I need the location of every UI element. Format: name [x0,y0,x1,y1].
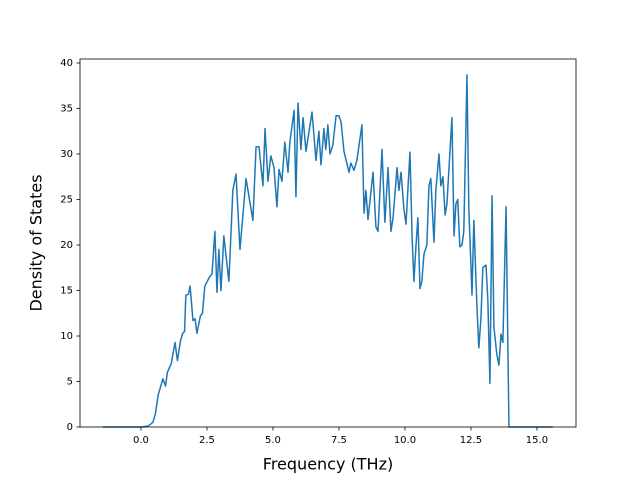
x-axis-label: Frequency (THz) [263,455,393,474]
x-tick-label: 7.5 [331,435,347,446]
y-tick-label: 0 [67,422,73,433]
y-tick-label: 30 [60,149,73,160]
y-tick-label: 25 [60,195,73,206]
y-tick-label: 10 [60,331,73,342]
line [102,74,553,428]
plot-frame [79,58,577,428]
x-tick-label: 2.5 [199,435,215,446]
x-tick-label: 5.0 [265,435,281,446]
y-tick-label: 20 [60,240,73,251]
x-tick-label: 12.5 [460,435,482,446]
y-tick-label: 5 [67,377,73,388]
y-tick-label: 35 [60,104,73,115]
y-tick-label: 15 [60,286,73,297]
y-axis-label: Density of States [27,174,46,311]
x-tick-label: 15.0 [526,435,548,446]
x-tick-label: 0.0 [133,435,149,446]
y-tick-label: 40 [60,58,73,69]
x-tick-label: 10.0 [394,435,416,446]
